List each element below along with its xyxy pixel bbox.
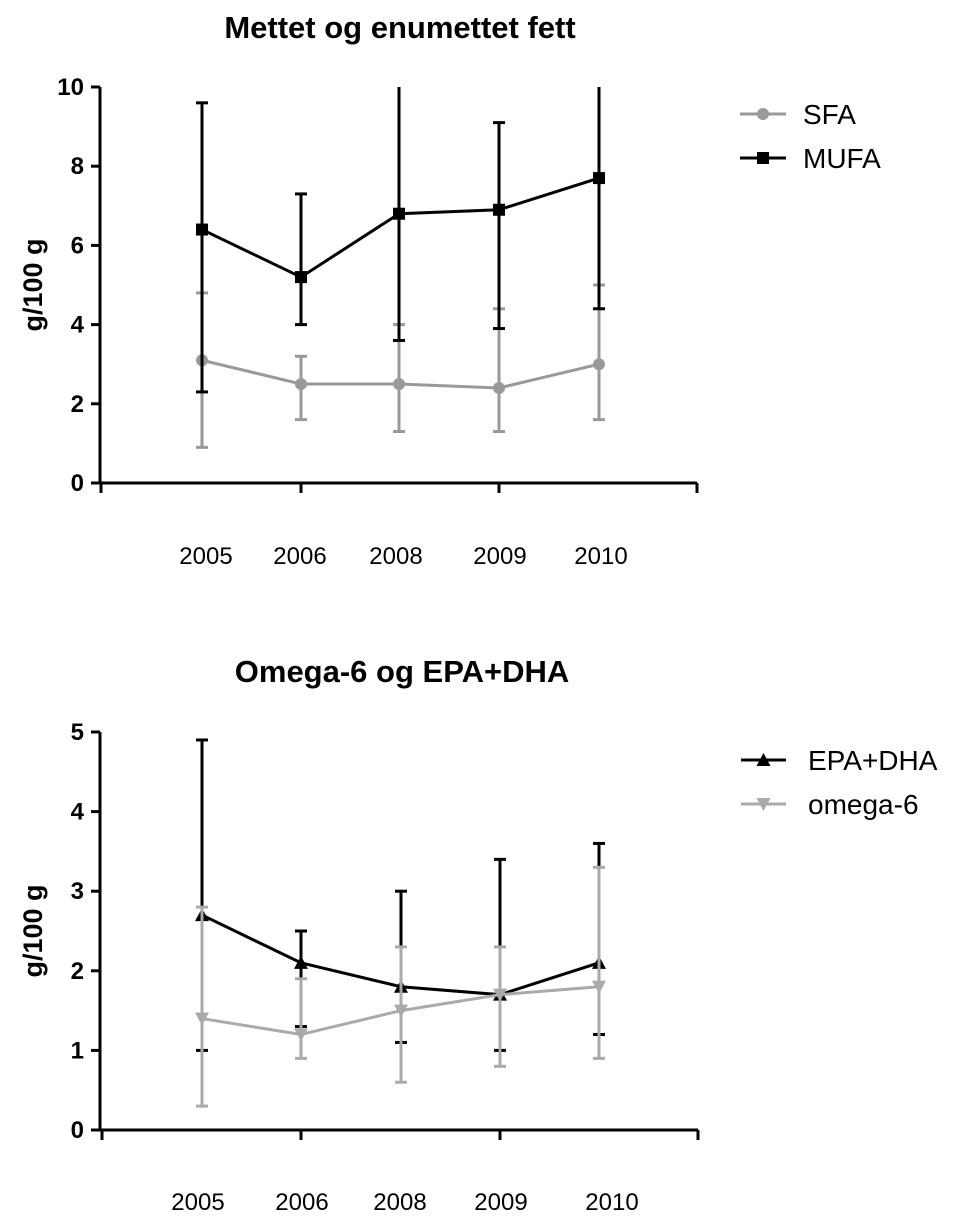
- legend-marker: [757, 108, 769, 120]
- data-point: [294, 1028, 308, 1042]
- y-tick-label: 5: [71, 719, 84, 746]
- data-point: [493, 988, 507, 1002]
- data-point: [593, 172, 605, 185]
- y-tick-label: 2: [71, 958, 84, 985]
- x-tick-label: 2009: [474, 1189, 527, 1216]
- data-point: [393, 378, 405, 390]
- data-point: [195, 1012, 209, 1026]
- legend-marker: [756, 798, 771, 811]
- data-point: [493, 381, 505, 394]
- legend-marker: [756, 753, 771, 766]
- series-omega-6: [195, 865, 606, 1108]
- legend-marker: [757, 152, 769, 164]
- data-point: [295, 271, 307, 284]
- data-point: [295, 378, 307, 390]
- legend-item: SFA: [740, 99, 856, 130]
- legend-label: EPA+DHA: [808, 745, 938, 776]
- y-tick-label: 8: [71, 153, 84, 180]
- x-tick-label: 2008: [373, 1189, 426, 1216]
- y-tick-label: 10: [57, 74, 84, 101]
- chart-omega6-epa-dha: Omega-6 og EPA+DHA g/100 g 0 1 2 3 4 5 2005 2006 2…: [18, 654, 938, 1216]
- x-tick-label: 2009: [473, 543, 526, 570]
- x-tick-label: 2005: [179, 543, 232, 570]
- data-point: [294, 955, 308, 969]
- data-point: [593, 358, 605, 371]
- legend-item: omega-6: [741, 789, 919, 820]
- data-point: [493, 203, 505, 216]
- data-point: [393, 207, 405, 220]
- x-tick-label: 2010: [585, 1189, 638, 1216]
- y-tick-label: 0: [71, 1117, 84, 1144]
- x-tick-label: 2006: [273, 543, 326, 570]
- y-tick-label: 2: [71, 391, 84, 418]
- y-tick-label: 3: [71, 878, 84, 905]
- legend-item: EPA+DHA: [741, 745, 938, 776]
- chart-saturated-monounsaturated-fat: Mettet og enumettet fett g/100 g 0 2 4 6 8 10 20…: [18, 10, 881, 570]
- y-axis-label: g/100 g: [18, 238, 48, 331]
- y-tick-label: 0: [71, 470, 84, 497]
- data-point: [592, 980, 606, 994]
- legend-label: omega-6: [808, 789, 919, 820]
- data-point: [196, 223, 208, 236]
- y-tick-label: 1: [71, 1037, 84, 1064]
- x-tick-label: 2006: [275, 1189, 328, 1216]
- y-axis-label: g/100 g: [18, 884, 48, 977]
- x-tick-label: 2005: [171, 1189, 224, 1216]
- y-tick-label: 4: [71, 799, 85, 826]
- x-tick-label: 2010: [574, 543, 627, 570]
- legend-item: MUFA: [740, 143, 881, 174]
- y-tick-label: 6: [71, 232, 84, 259]
- legend-label: MUFA: [803, 143, 881, 174]
- series-mufa: [196, 87, 605, 394]
- legend-label: SFA: [803, 99, 856, 130]
- chart-title: Omega-6 og EPA+DHA: [235, 654, 569, 689]
- x-tick-label: 2008: [369, 543, 422, 570]
- y-tick-label: 4: [71, 312, 85, 339]
- data-point: [394, 1004, 408, 1018]
- chart-title: Mettet og enumettet fett: [224, 10, 575, 45]
